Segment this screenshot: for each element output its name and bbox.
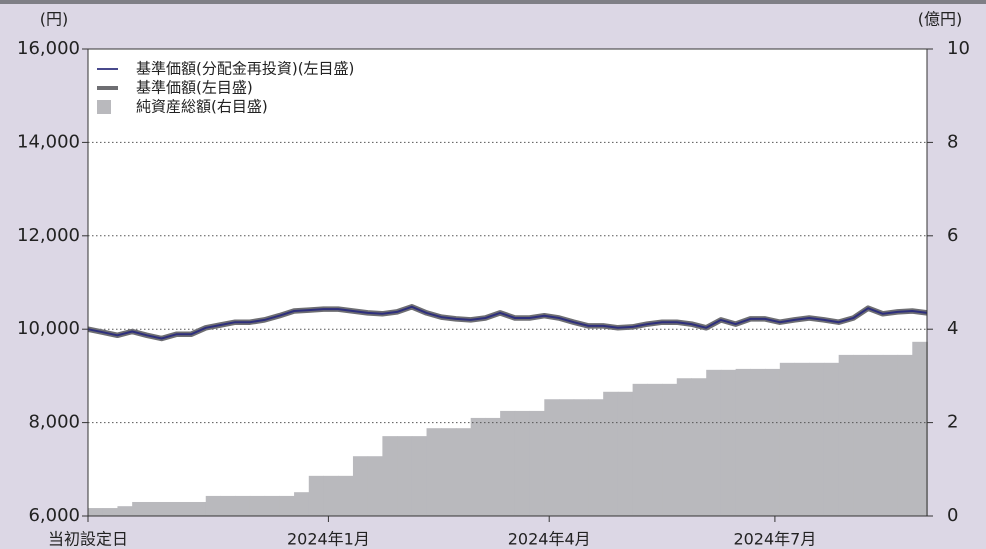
area-step xyxy=(868,354,884,516)
x-tick-label: 2024年4月 xyxy=(508,530,591,549)
area-step xyxy=(573,399,589,516)
area-step xyxy=(603,391,619,516)
area-step xyxy=(323,475,339,516)
area-step xyxy=(338,475,354,516)
y-tick-label: 14,000 xyxy=(17,131,80,152)
y2-tick-label: 0 xyxy=(947,505,958,526)
legend-label: 基準価額(分配金再投資)(左目盛) xyxy=(136,60,354,78)
area-step xyxy=(441,428,457,516)
area-step xyxy=(102,508,118,516)
x-tick-label: 当初設定日 xyxy=(48,530,128,549)
area-step xyxy=(647,383,663,516)
area-step xyxy=(617,391,634,516)
area-step xyxy=(308,475,325,516)
area-step xyxy=(382,436,398,516)
area-step xyxy=(514,410,531,516)
area-step xyxy=(720,369,737,516)
area-step xyxy=(676,378,692,516)
area-step xyxy=(146,501,163,516)
area-step xyxy=(632,383,648,516)
area-step xyxy=(544,399,560,516)
area-step xyxy=(750,368,766,516)
area-step xyxy=(838,354,854,516)
y-tick-label: 8,000 xyxy=(28,412,80,433)
area-step xyxy=(706,369,722,516)
area-step xyxy=(117,506,133,516)
area-step xyxy=(455,428,472,516)
x-tick-label: 2024年7月 xyxy=(733,530,816,549)
area-step xyxy=(588,399,604,516)
area-step xyxy=(823,362,840,516)
legend-label: 純資産総額(右目盛) xyxy=(136,98,268,116)
y2-tick-label: 2 xyxy=(947,412,958,433)
area-step xyxy=(500,410,516,516)
area-step xyxy=(294,492,310,516)
area-step xyxy=(779,362,796,516)
area-step xyxy=(161,501,177,516)
area-step xyxy=(264,495,280,516)
area-step xyxy=(352,456,369,516)
area-step xyxy=(397,436,413,516)
area-step xyxy=(529,410,545,516)
y2-tick-label: 4 xyxy=(947,318,958,339)
area-step xyxy=(191,501,207,516)
line-series xyxy=(87,305,928,340)
area-step xyxy=(88,508,104,516)
area-step xyxy=(470,417,486,516)
area-step xyxy=(809,362,825,516)
y2-axis-unit: (億円) xyxy=(918,10,963,29)
area-step xyxy=(235,495,251,516)
area-step xyxy=(132,501,148,516)
area-step xyxy=(691,378,707,516)
area-step xyxy=(794,362,810,516)
area-step xyxy=(662,383,678,516)
area-step xyxy=(882,354,899,516)
y2-tick-label: 6 xyxy=(947,225,958,246)
area-step xyxy=(897,354,913,516)
area-step xyxy=(411,436,428,516)
area-step xyxy=(205,495,221,516)
area-step xyxy=(176,501,192,516)
area-step xyxy=(249,495,266,516)
area-step xyxy=(426,428,442,516)
y-tick-label: 12,000 xyxy=(17,225,80,246)
legend-label: 基準価額(左目盛) xyxy=(136,79,253,97)
y2-tick-label: 10 xyxy=(947,38,970,59)
area-step xyxy=(279,495,295,516)
y-tick-label: 10,000 xyxy=(17,318,80,339)
y2-tick-label: 8 xyxy=(947,131,958,152)
y-axis-unit: (円) xyxy=(40,10,69,29)
plot-frame xyxy=(87,48,928,517)
area-step xyxy=(912,341,928,516)
area-step xyxy=(735,368,751,516)
area-step xyxy=(485,417,501,516)
y-tick-label: 6,000 xyxy=(28,505,80,526)
x-tick-label: 2024年1月 xyxy=(287,530,370,549)
area-step xyxy=(765,368,781,516)
area-step xyxy=(559,399,575,516)
area-step xyxy=(853,354,869,516)
area-step xyxy=(220,495,236,516)
legend-swatch xyxy=(97,100,111,114)
y-tick-label: 16,000 xyxy=(17,38,80,59)
top-border xyxy=(0,0,986,4)
area-step xyxy=(367,456,383,516)
